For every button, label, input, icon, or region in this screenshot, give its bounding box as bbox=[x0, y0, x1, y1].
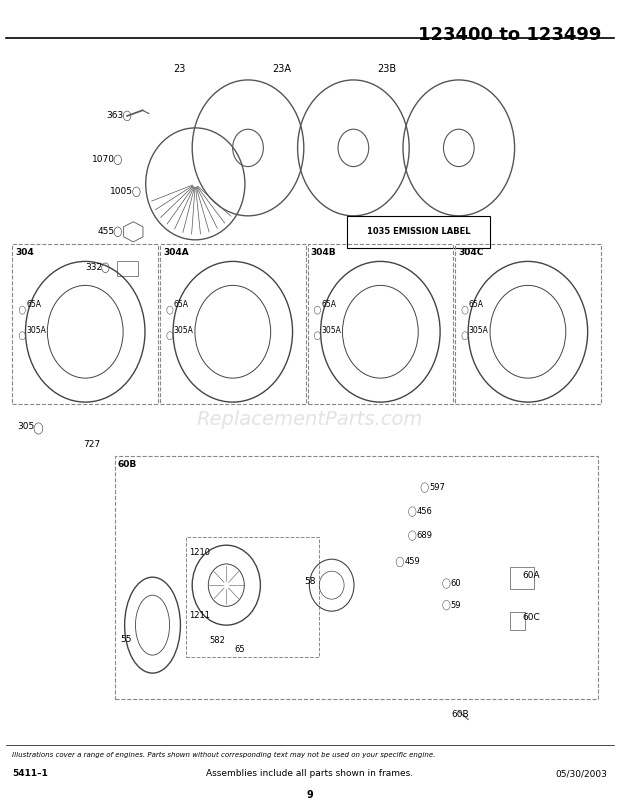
Text: 332: 332 bbox=[85, 263, 102, 273]
Text: 65A: 65A bbox=[26, 300, 41, 309]
Text: 59: 59 bbox=[451, 601, 461, 610]
Text: 305: 305 bbox=[17, 422, 34, 431]
FancyBboxPatch shape bbox=[347, 216, 490, 248]
Text: 305A: 305A bbox=[26, 326, 46, 334]
Text: 05/30/2003: 05/30/2003 bbox=[556, 769, 608, 778]
Text: 1005: 1005 bbox=[110, 188, 133, 196]
Text: 459: 459 bbox=[404, 557, 420, 566]
Text: Illustrations cover a range of engines. Parts shown without corresponding text m: Illustrations cover a range of engines. … bbox=[12, 751, 436, 758]
Text: 65A: 65A bbox=[469, 300, 484, 309]
Text: ReplacementParts.com: ReplacementParts.com bbox=[197, 410, 423, 429]
Text: 727: 727 bbox=[84, 439, 101, 448]
Text: 582: 582 bbox=[210, 635, 226, 645]
Text: 1210: 1210 bbox=[189, 549, 210, 557]
Text: 60A: 60A bbox=[522, 571, 539, 580]
Text: 456: 456 bbox=[417, 507, 433, 516]
Text: 1035 EMISSION LABEL: 1035 EMISSION LABEL bbox=[367, 227, 470, 237]
Text: 5411–1: 5411–1 bbox=[12, 769, 48, 778]
Text: 1070: 1070 bbox=[92, 156, 115, 164]
Text: 305A: 305A bbox=[321, 326, 341, 334]
Text: 23: 23 bbox=[174, 63, 186, 74]
Text: 123400 to 123499: 123400 to 123499 bbox=[418, 26, 601, 43]
Text: 9: 9 bbox=[307, 790, 313, 800]
Text: 363: 363 bbox=[107, 111, 124, 120]
Text: 55: 55 bbox=[120, 635, 131, 644]
Text: Assemblies include all parts shown in frames.: Assemblies include all parts shown in fr… bbox=[206, 769, 414, 778]
Text: 304: 304 bbox=[16, 248, 34, 257]
Text: 597: 597 bbox=[429, 483, 445, 492]
Text: 1211: 1211 bbox=[189, 611, 210, 620]
Text: 689: 689 bbox=[417, 531, 433, 540]
Text: 65: 65 bbox=[234, 645, 245, 654]
Text: 58: 58 bbox=[304, 577, 316, 585]
Text: 304C: 304C bbox=[458, 248, 484, 257]
Text: 60C: 60C bbox=[522, 614, 540, 622]
Text: 23A: 23A bbox=[272, 63, 291, 74]
Text: 305A: 305A bbox=[469, 326, 489, 334]
Text: 23B: 23B bbox=[378, 63, 397, 74]
Text: 60B: 60B bbox=[118, 460, 137, 468]
Text: 304B: 304B bbox=[311, 248, 336, 257]
Text: 455: 455 bbox=[97, 227, 115, 237]
Text: 65A: 65A bbox=[321, 300, 336, 309]
Text: 304A: 304A bbox=[163, 248, 189, 257]
Text: 65A: 65A bbox=[174, 300, 188, 309]
Text: 305A: 305A bbox=[174, 326, 193, 334]
Text: 60: 60 bbox=[451, 579, 461, 588]
Text: 60B: 60B bbox=[451, 710, 469, 719]
